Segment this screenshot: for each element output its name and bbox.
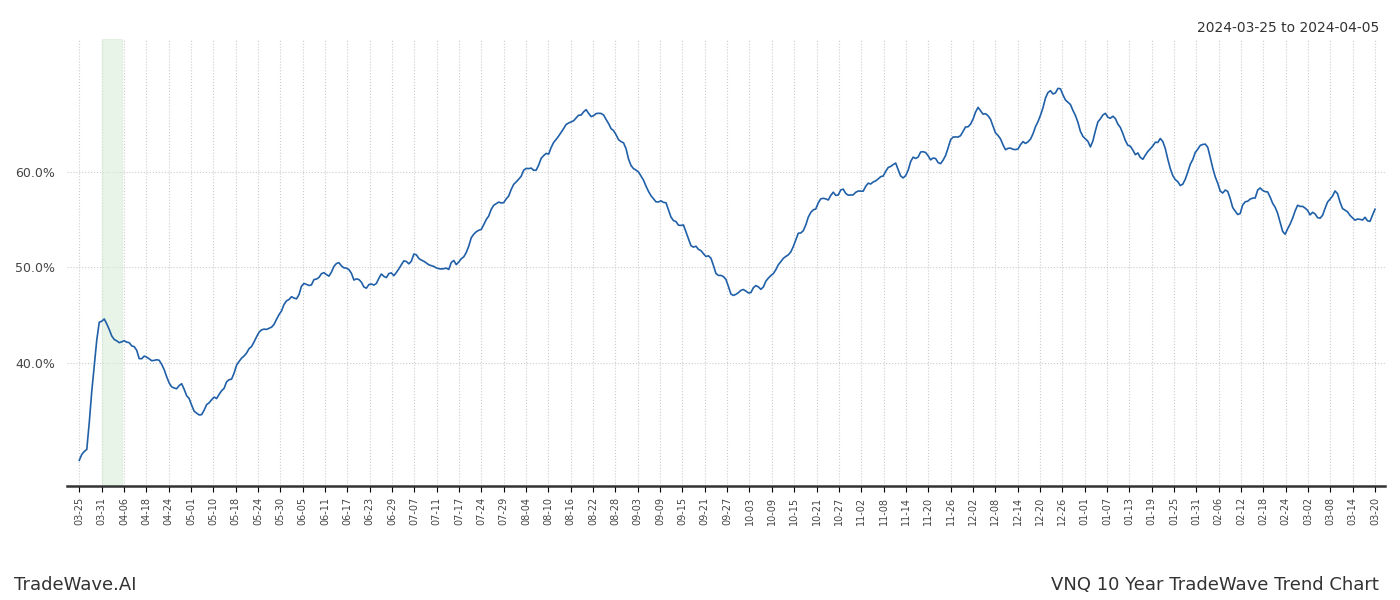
Text: VNQ 10 Year TradeWave Trend Chart: VNQ 10 Year TradeWave Trend Chart (1051, 576, 1379, 594)
Text: 2024-03-25 to 2024-04-05: 2024-03-25 to 2024-04-05 (1197, 21, 1379, 35)
Text: TradeWave.AI: TradeWave.AI (14, 576, 137, 594)
Bar (102, 39, 122, 487)
